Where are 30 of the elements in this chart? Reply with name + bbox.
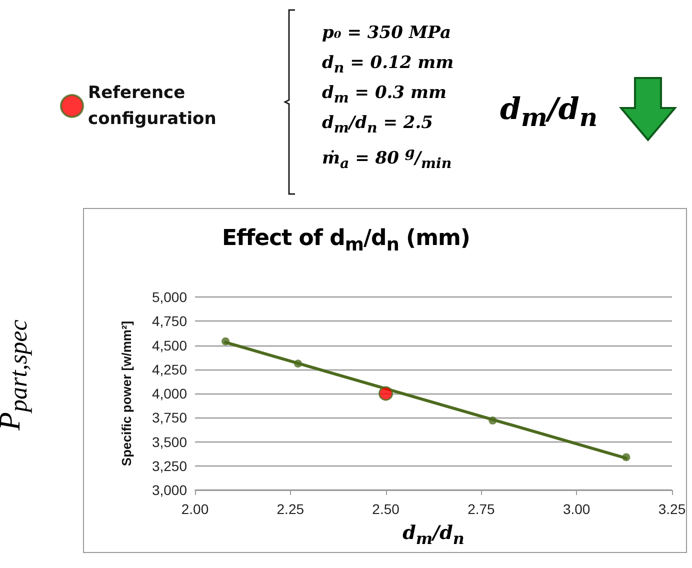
point — [622, 453, 630, 462]
x-tick-label: 2.50 — [372, 501, 400, 517]
text: d$_{n}$ = 0.12 mm — [322, 52, 454, 78]
y-tick-label: 5,000 — [152, 289, 188, 305]
text: ṁ$_{a}$ = 80 $^{g}$/$_{min}$ — [322, 144, 452, 174]
point — [378, 386, 394, 401]
y-tick-label: 4,500 — [152, 337, 188, 354]
text: d$_{m}$/d$_{n}$ — [500, 92, 598, 132]
text: p₀ = 350 MPa — [322, 22, 451, 44]
y-tick-label: 3,250 — [152, 458, 188, 474]
point — [222, 337, 230, 346]
y-tick-label: 4,250 — [152, 361, 188, 378]
y-tick-label: 3,000 — [152, 482, 188, 498]
y-tick-label: 3,750 — [152, 410, 188, 426]
y-tick-label: 4,000 — [152, 386, 188, 402]
y-tick-label: 4,750 — [152, 313, 188, 330]
x-tick-label: 2.75 — [468, 501, 496, 517]
x-tick-label: 2.00 — [181, 501, 209, 517]
text: d$_{m}$/d$_{n}$ = 2.5 — [322, 112, 433, 138]
x-tick-label: 3.00 — [562, 501, 590, 517]
point — [488, 416, 497, 425]
x-tick-label: 3.25 — [658, 501, 686, 517]
x-tick-label: 2.25 — [276, 501, 304, 517]
chart-title: Effect of d$_{m}$/d$_{n}$ (mm) — [221, 226, 471, 256]
text: d$_{m}$ = 0.3 mm — [322, 82, 446, 108]
x-axis-title: d$_{m}$/d$_{n}$ — [402, 522, 464, 548]
legend-label: Reference configuration — [88, 83, 216, 129]
point — [294, 360, 302, 368]
y-tick-label: 3,500 — [152, 434, 188, 450]
y-axis-title: Specific power [w/mm²] — [119, 320, 134, 466]
